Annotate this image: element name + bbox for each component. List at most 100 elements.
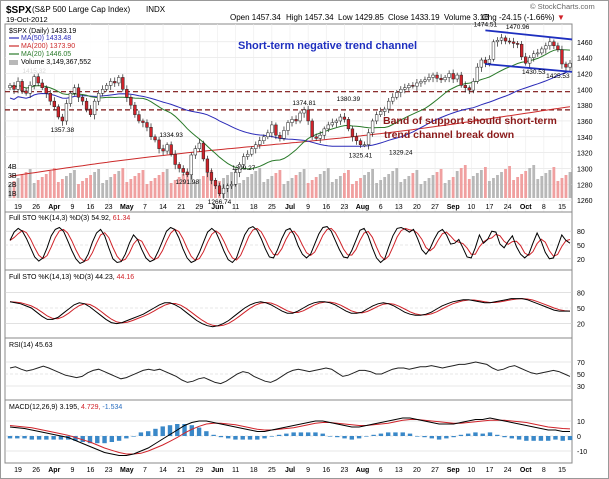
rsi-line-path (9, 361, 571, 385)
macd-histogram-bar (51, 436, 56, 440)
macd-histogram-bar (240, 436, 245, 440)
volume-bar (181, 174, 185, 198)
macd-histogram-bar (87, 436, 93, 444)
candle-body (233, 172, 238, 185)
macd-histogram-bar (160, 426, 165, 436)
price-x-axis: 19 26 Apr 9 16 23 May 7 14 21 29 Jun 11 18 25 Jul 9 16 23 A… (14, 204, 566, 211)
sto-slow-panel: 20 50 80 Full STO %K(14,13) %D(3) 44.23, 4… (4, 269, 585, 339)
bottom-x-tick-label: 13 (395, 467, 403, 474)
sto-fast-label: Full STO %K(14,3) %D(3) 54.92, 61.34 (9, 215, 130, 222)
candle-body (209, 172, 214, 181)
macd-histogram-bar (204, 431, 209, 436)
candle-body (205, 158, 210, 173)
candle-body (153, 136, 157, 141)
candle-body (475, 66, 479, 82)
candle-body (378, 111, 383, 115)
volume-bar (165, 169, 169, 198)
trend-channel (485, 29, 573, 73)
macd-histogram-bar (305, 432, 311, 436)
price-marker-label: 1291.98 (176, 179, 200, 186)
candle-body (24, 90, 28, 94)
price-x-tick-label: Aug (356, 204, 370, 211)
macd-label: MACD(12,26,9) 3.195, 4.729, -1.534 (9, 404, 122, 411)
volume-bar (141, 170, 145, 198)
candle-body (56, 106, 60, 118)
candle-body (117, 77, 121, 84)
candle-body (294, 119, 298, 122)
macd-histogram-bar (80, 436, 85, 442)
chg-label: Chg (482, 13, 497, 22)
price-x-tick-label: 27 (431, 204, 439, 211)
macd-histogram-bar (327, 436, 333, 437)
price-x-tick-label: May (120, 204, 134, 211)
price-marker-label: 1374.81 (292, 100, 316, 107)
volume-bar (302, 169, 306, 198)
candle-body (161, 148, 165, 152)
candle-body (544, 45, 548, 50)
legend-ma200: MA(200) 1373.90 (21, 43, 75, 50)
price-tick-label: 1260 (577, 198, 593, 205)
legend-ma50: MA(50) 1433.48 (21, 35, 71, 42)
macd-histogram-bar (349, 436, 355, 440)
volume-value: Volume 3.1B (444, 13, 489, 22)
price-x-tick-label: Jul (285, 204, 295, 211)
candle-body (254, 144, 258, 149)
candle-body (387, 100, 391, 110)
candle-body (165, 144, 169, 152)
price-tick-label: 1340 (577, 135, 593, 142)
volume-bar (475, 173, 479, 198)
volume-bar (556, 181, 560, 198)
candle-body (72, 87, 77, 94)
macd-histogram-bar (109, 436, 115, 442)
candle-body (471, 81, 475, 91)
candle-body (185, 172, 189, 176)
volume-bar (492, 178, 495, 198)
candle-body (44, 87, 48, 94)
rsi-panel: 30 50 70 RSI(14) 45.63 (4, 337, 585, 401)
macd-histogram-bar (480, 433, 485, 436)
candle-body (463, 85, 467, 88)
candle-body (101, 89, 105, 94)
bottom-x-tick-label: 23 (341, 467, 349, 474)
volume-bar (93, 172, 97, 198)
candle-body (495, 39, 500, 43)
candle-body (225, 185, 230, 189)
candle-body (306, 109, 310, 122)
candle-body (524, 56, 528, 64)
candle-body (499, 37, 504, 41)
candle-body (125, 89, 129, 98)
volume-bar (157, 175, 161, 198)
volume-bar (548, 170, 552, 198)
bottom-x-tick-label: 9 (70, 467, 74, 474)
macd-histogram-bar (342, 436, 347, 439)
volume-bar (564, 175, 568, 198)
volume-tick-label: 1B (8, 191, 17, 198)
volume-bar (24, 172, 28, 198)
candle-body (419, 81, 423, 84)
candle-body (354, 136, 359, 141)
macd-histogram-bar (371, 434, 376, 436)
candle-body (431, 74, 435, 78)
candle-body (64, 103, 69, 122)
volume-bar (201, 176, 205, 198)
candle-body (427, 77, 431, 81)
volume-bar (73, 170, 76, 198)
candle-body (92, 100, 97, 115)
macd-histogram-bar (211, 434, 216, 436)
bottom-x-tick-label: 21 (177, 467, 185, 474)
volume-bar (197, 179, 201, 198)
price-tick-label: 1420 (577, 71, 593, 78)
candle-body (528, 57, 532, 64)
price-x-tick-label: 18 (250, 204, 258, 211)
macd-histogram-bar (487, 432, 493, 436)
macd-histogram-bar (538, 436, 544, 441)
volume-bar (262, 182, 266, 198)
sto-slow-lines (9, 298, 571, 328)
candle-body (181, 168, 185, 173)
volume-bar (351, 184, 354, 198)
candle-body (362, 144, 367, 146)
price-x-tick-label: 8 (542, 204, 546, 211)
legend-volume-swatch (9, 60, 18, 65)
price-tick-label: 1460 (577, 40, 593, 47)
volume-bar (568, 172, 572, 198)
